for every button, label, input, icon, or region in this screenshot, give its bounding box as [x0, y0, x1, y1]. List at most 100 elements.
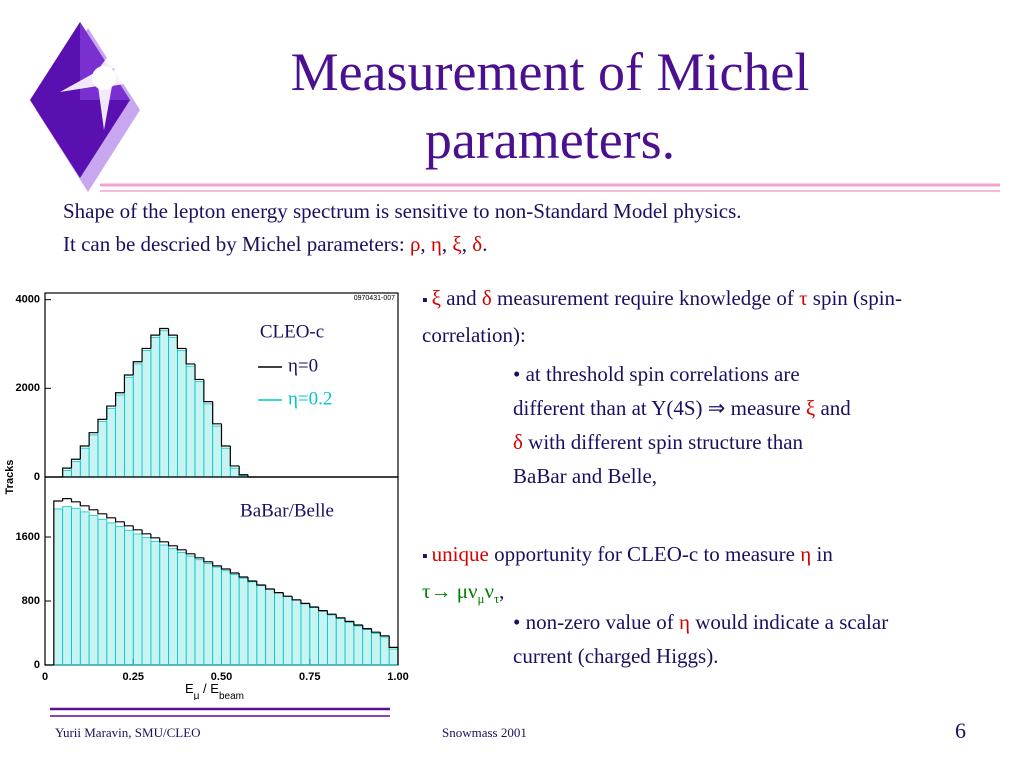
- bar: [326, 614, 337, 666]
- page-number: 6: [955, 718, 966, 743]
- panel-label: BaBar/Belle: [240, 500, 334, 521]
- step: [185, 348, 196, 365]
- bar: [229, 574, 240, 666]
- bar: [79, 447, 90, 478]
- bullet: ξ and δ measurement require knowledge of…: [422, 281, 1002, 352]
- chart: 0 2000 4000 CLEO-c 0970431-007 η=0 η=0.2 Tracks…: [4, 292, 409, 700]
- step: [141, 529, 151, 535]
- step: [291, 596, 301, 601]
- step: [282, 592, 293, 597]
- bar: [168, 548, 178, 666]
- step: [62, 498, 72, 501]
- bar: [150, 336, 161, 478]
- bar: [221, 447, 231, 478]
- bar: [106, 407, 117, 478]
- bar: [124, 529, 134, 666]
- text: and: [815, 396, 851, 420]
- bar: [221, 570, 231, 666]
- text: ,: [499, 579, 505, 603]
- step: [167, 541, 178, 547]
- step: [97, 418, 107, 433]
- text: in: [811, 542, 833, 566]
- bar: [344, 621, 355, 666]
- bar: [185, 365, 196, 478]
- step: [176, 335, 187, 350]
- bar: [229, 467, 240, 478]
- text: would indicate a scalar current (charged…: [513, 610, 889, 668]
- step: [132, 361, 143, 376]
- decay: τ→ μν: [422, 579, 478, 603]
- bar: [300, 603, 311, 666]
- sub-bullet: at threshold spin correlations are diffe…: [513, 357, 858, 493]
- x-tick-label: 0.25: [123, 671, 144, 683]
- bar: [168, 336, 178, 478]
- bar: [132, 533, 143, 666]
- symbol: ξ: [452, 232, 462, 256]
- step: [115, 517, 125, 523]
- bar: [362, 629, 372, 666]
- x-axis-label: Eμ / Ebeam: [185, 681, 244, 700]
- subscript: beam: [219, 691, 244, 701]
- step: [212, 561, 222, 567]
- step: [194, 363, 204, 381]
- bar: [176, 551, 187, 666]
- text: ,: [441, 232, 453, 256]
- step: [220, 565, 231, 570]
- legend-label: η=0: [288, 355, 318, 376]
- id-label: 0970431-007: [354, 295, 395, 302]
- step: [123, 374, 134, 393]
- subscript: μ: [477, 591, 485, 607]
- bar: [291, 599, 302, 666]
- bar: [212, 425, 222, 478]
- step: [194, 553, 204, 559]
- step: [132, 525, 143, 531]
- step: [88, 505, 98, 511]
- step: [79, 445, 90, 460]
- step: [79, 501, 90, 507]
- bar: [238, 577, 249, 666]
- symbol: η: [800, 542, 812, 566]
- bar: [150, 540, 161, 666]
- step: [159, 537, 169, 543]
- intro-line: It can be descried by Michel parameters:…: [63, 232, 487, 257]
- title: Measurement of Michel parameters.: [290, 42, 810, 170]
- footer-author: Yurii Maravin, SMU/CLEO: [55, 725, 201, 740]
- bar: [247, 581, 258, 666]
- step: [379, 632, 390, 637]
- text: E: [185, 681, 194, 696]
- step: [309, 603, 319, 608]
- step: [273, 589, 284, 594]
- bar: [335, 618, 346, 666]
- step: [326, 610, 337, 615]
- text: It can be descried by Michel parameters:: [63, 232, 410, 256]
- symbol: η: [430, 232, 442, 256]
- bar: [97, 421, 108, 478]
- bar: [106, 522, 117, 666]
- panel-label: CLEO-c: [260, 321, 324, 342]
- bar: [212, 566, 222, 666]
- logo-glow: [92, 66, 116, 90]
- step: [220, 423, 231, 447]
- step: [150, 334, 160, 349]
- step: [97, 509, 107, 515]
- bar: [388, 648, 399, 666]
- step: [238, 573, 248, 578]
- text: at threshold spin correlations are diffe…: [513, 362, 806, 420]
- bar: [379, 636, 390, 666]
- y-axis-label: Tracks: [4, 460, 16, 495]
- bar: [203, 403, 214, 478]
- bar: [62, 469, 72, 478]
- x-tick-label: 1.00: [387, 671, 408, 683]
- step: [106, 405, 116, 420]
- intro-line: Shape of the lepton energy spectrum is s…: [63, 199, 742, 223]
- step: [106, 513, 116, 519]
- bar: [141, 537, 152, 666]
- y-tick-label: 1600: [16, 531, 40, 543]
- bar: [88, 434, 99, 478]
- bar: [88, 515, 99, 666]
- step: [256, 581, 266, 586]
- highlight: unique: [431, 542, 489, 566]
- bar: [318, 610, 328, 666]
- step: [115, 392, 125, 407]
